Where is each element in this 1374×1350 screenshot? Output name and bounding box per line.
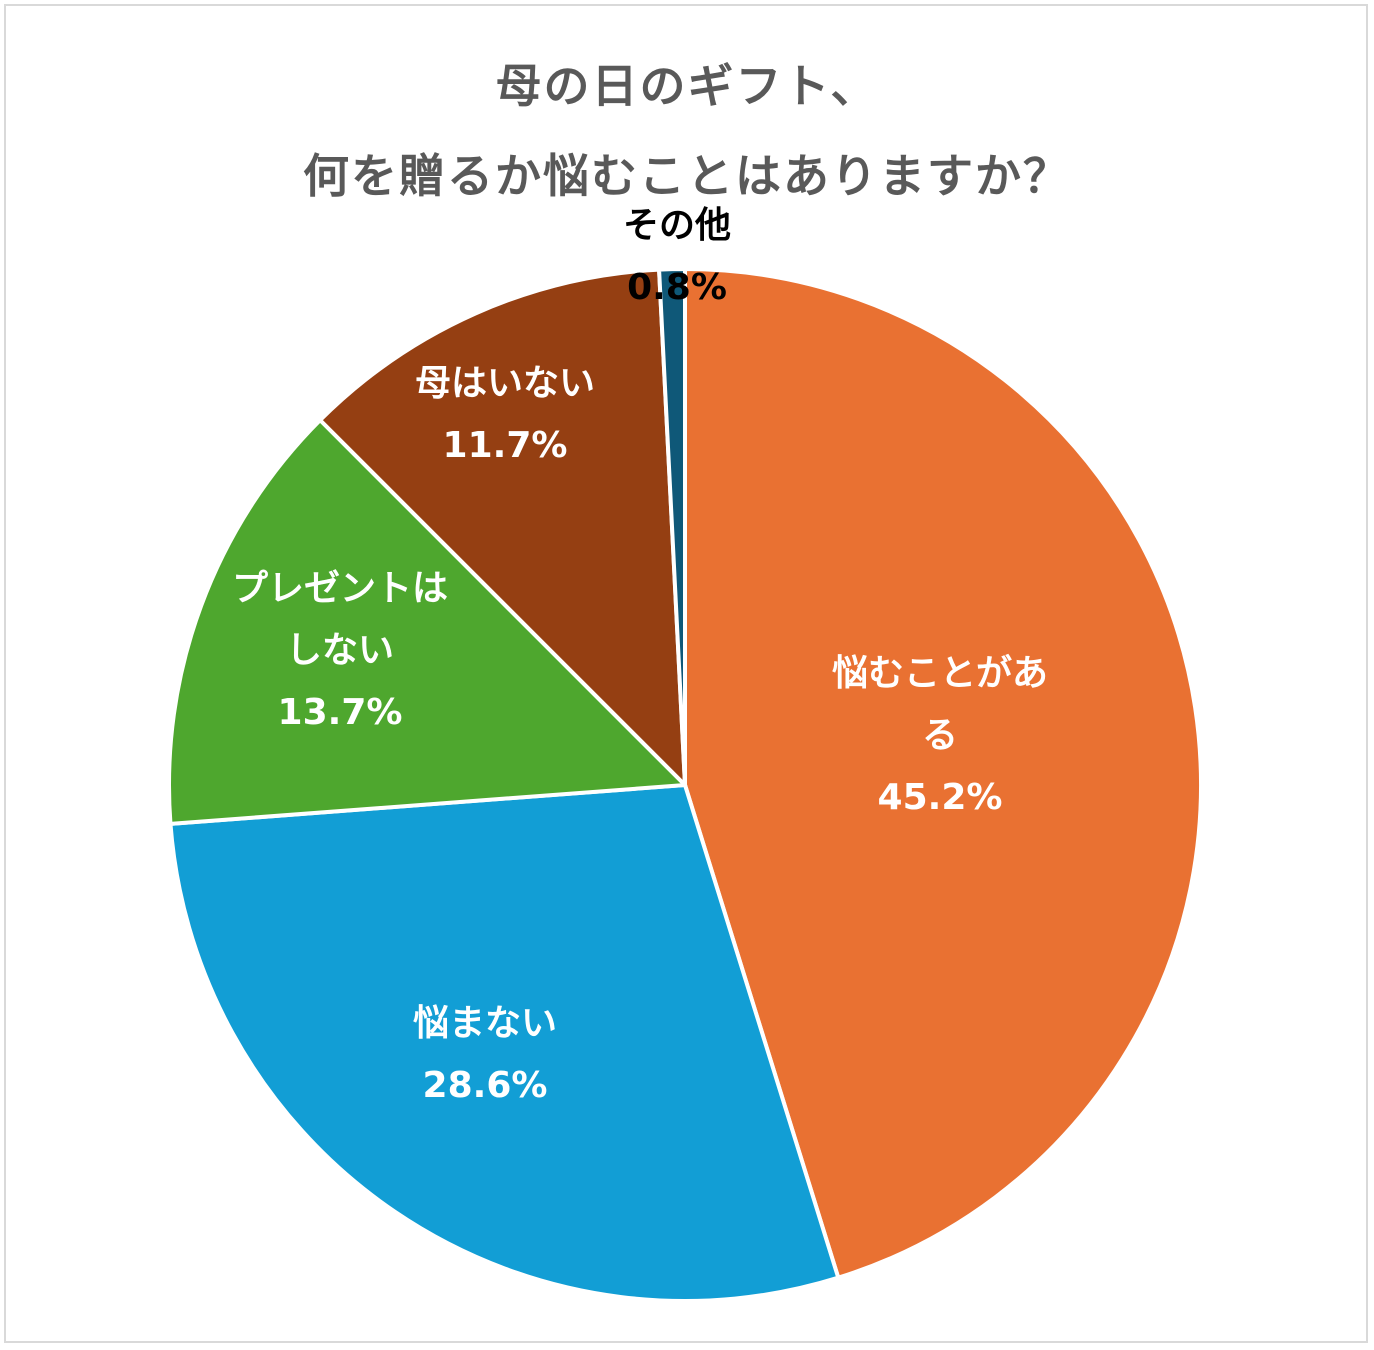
slice-value-label-1: 28.6% bbox=[423, 1065, 548, 1106]
slice-category-label-0: る bbox=[922, 715, 958, 756]
pie-slice-4 bbox=[657, 267, 687, 787]
slice-category-label-2: プレゼントは bbox=[232, 568, 448, 609]
slice-value-label-0: 45.2% bbox=[878, 777, 1003, 818]
pie-slice-3 bbox=[318, 267, 687, 787]
slice-category-label-3: 母はいない bbox=[415, 363, 595, 404]
slice-value-label-3: 11.7% bbox=[443, 425, 568, 466]
pie-slice-1 bbox=[168, 783, 841, 1303]
slice-category-label-1: 悩まない bbox=[413, 1003, 557, 1044]
pie-slice-0 bbox=[683, 267, 1203, 1280]
slice-category-label-2: しない bbox=[286, 630, 394, 671]
slice-value-label-2: 13.7% bbox=[278, 692, 403, 733]
chart-title-line-1: 母の日のギフト、 bbox=[495, 59, 879, 113]
pie-slice-2 bbox=[167, 418, 687, 826]
chart-title-line-2: 何を贈るか悩むことはありますか？ bbox=[303, 149, 1071, 203]
slice-category-label-0: 悩むことがあ bbox=[832, 653, 1048, 694]
slice-value-label-4: 0.8% bbox=[627, 267, 727, 308]
pie-slices bbox=[167, 267, 1203, 1303]
slice-category-label-4: その他 bbox=[623, 205, 731, 246]
